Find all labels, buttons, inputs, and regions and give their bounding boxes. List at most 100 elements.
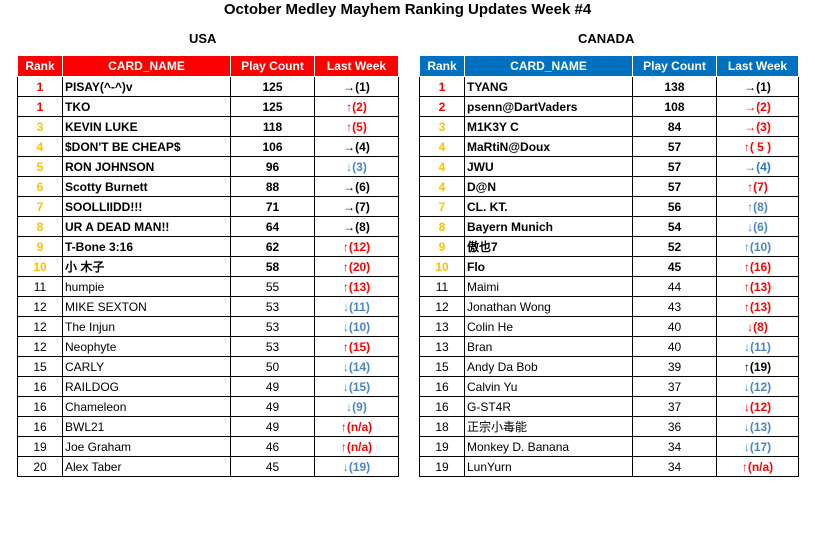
card-name-cell: BWL21 bbox=[62, 416, 231, 437]
rank-cell: 4 bbox=[17, 136, 63, 157]
play-count-cell: 57 bbox=[632, 176, 717, 197]
rank-cell: 2 bbox=[419, 96, 465, 117]
rank-cell: 10 bbox=[419, 256, 465, 277]
rank-cell: 18 bbox=[419, 416, 465, 437]
card-name-cell: $DON'T BE CHEAP$ bbox=[62, 136, 231, 157]
card-name-cell: MIKE SEXTON bbox=[62, 296, 231, 317]
play-count-cell: 40 bbox=[632, 316, 717, 337]
last-week-cell: ↑(15) bbox=[314, 336, 399, 357]
last-week-cell: ↑(n/a) bbox=[716, 456, 799, 477]
table-row: 9 T-Bone 3:16 62 ↑(12) bbox=[17, 236, 399, 257]
play-count-cell: 34 bbox=[632, 456, 717, 477]
play-count-cell: 138 bbox=[632, 76, 717, 97]
table-row: 10 小 木子 58 ↑(20) bbox=[17, 256, 399, 277]
card-name-cell: Joe Graham bbox=[62, 436, 231, 457]
table-header-row: Rank CARD_NAME Play Count Last Week bbox=[17, 55, 399, 77]
play-count-cell: 57 bbox=[632, 136, 717, 157]
play-count-cell: 53 bbox=[230, 296, 315, 317]
last-week-cell: →(6) bbox=[314, 176, 399, 197]
rank-cell: 6 bbox=[17, 176, 63, 197]
table-row: 2 psenn@DartVaders 108 →(2) bbox=[419, 96, 799, 117]
play-count-cell: 88 bbox=[230, 176, 315, 197]
card-name-cell: CARLY bbox=[62, 356, 231, 377]
table-row: 6 Scotty Burnett 88 →(6) bbox=[17, 176, 399, 197]
play-count-cell: 108 bbox=[632, 96, 717, 117]
last-week-cell: ↑(19) bbox=[716, 356, 799, 377]
play-count-cell: 45 bbox=[632, 256, 717, 277]
last-week-cell: ↑(n/a) bbox=[314, 416, 399, 437]
rank-cell: 16 bbox=[419, 396, 465, 417]
rank-cell: 13 bbox=[419, 336, 465, 357]
card-name-cell: 傲也7 bbox=[464, 236, 633, 257]
last-week-cell: ↑(n/a) bbox=[314, 436, 399, 457]
rank-cell: 10 bbox=[17, 256, 63, 277]
table-row: 12 Neophyte 53 ↑(15) bbox=[17, 336, 399, 357]
table-row: 4 $DON'T BE CHEAP$ 106 →(4) bbox=[17, 136, 399, 157]
play-count-cell: 46 bbox=[230, 436, 315, 457]
play-count-cell: 49 bbox=[230, 416, 315, 437]
card-name-cell: TKO bbox=[62, 96, 231, 117]
table-row: 16 G-ST4R 37 ↓(12) bbox=[419, 396, 799, 417]
play-count-cell: 64 bbox=[230, 216, 315, 237]
table-row: 16 BWL21 49 ↑(n/a) bbox=[17, 416, 399, 437]
rank-cell: 12 bbox=[17, 336, 63, 357]
rank-cell: 1 bbox=[419, 76, 465, 97]
card-name-cell: Calvin Yu bbox=[464, 376, 633, 397]
rank-cell: 3 bbox=[17, 116, 63, 137]
table-row: 1 PISAY(^-^)v 125 →(1) bbox=[17, 76, 399, 97]
rank-cell: 7 bbox=[17, 196, 63, 217]
header-card-name: CARD_NAME bbox=[464, 55, 633, 77]
rank-cell: 3 bbox=[419, 116, 465, 137]
table-row: 12 MIKE SEXTON 53 ↓(11) bbox=[17, 296, 399, 317]
card-name-cell: RON JOHNSON bbox=[62, 156, 231, 177]
play-count-cell: 55 bbox=[230, 276, 315, 297]
play-count-cell: 39 bbox=[632, 356, 717, 377]
table-row: 12 Jonathan Wong 43 ↑(13) bbox=[419, 296, 799, 317]
table-row: 4 MaRtiN@Doux 57 ↑( 5 ) bbox=[419, 136, 799, 157]
card-name-cell: Colin He bbox=[464, 316, 633, 337]
last-week-cell: ↑(8) bbox=[716, 196, 799, 217]
usa-label: USA bbox=[189, 31, 217, 46]
rank-cell: 7 bbox=[419, 196, 465, 217]
last-week-cell: ↓(3) bbox=[314, 156, 399, 177]
last-week-cell: →(2) bbox=[716, 96, 799, 117]
card-name-cell: Chameleon bbox=[62, 396, 231, 417]
table-row: 3 KEVIN LUKE 118 ↑(5) bbox=[17, 116, 399, 137]
card-name-cell: RAILDOG bbox=[62, 376, 231, 397]
card-name-cell: MaRtiN@Doux bbox=[464, 136, 633, 157]
rank-cell: 12 bbox=[419, 296, 465, 317]
last-week-cell: →(4) bbox=[716, 156, 799, 177]
rank-cell: 4 bbox=[419, 176, 465, 197]
last-week-cell: ↑(13) bbox=[314, 276, 399, 297]
last-week-cell: ↓(11) bbox=[716, 336, 799, 357]
rank-cell: 19 bbox=[419, 436, 465, 457]
header-play-count: Play Count bbox=[632, 55, 717, 77]
last-week-cell: ↑(13) bbox=[716, 276, 799, 297]
card-name-cell: KEVIN LUKE bbox=[62, 116, 231, 137]
table-row: 15 Andy Da Bob 39 ↑(19) bbox=[419, 356, 799, 377]
rank-cell: 5 bbox=[17, 156, 63, 177]
rank-cell: 19 bbox=[17, 436, 63, 457]
table-row: 13 Bran 40 ↓(11) bbox=[419, 336, 799, 357]
table-row: 4 D@N 57 ↑(7) bbox=[419, 176, 799, 197]
rank-cell: 16 bbox=[419, 376, 465, 397]
play-count-cell: 36 bbox=[632, 416, 717, 437]
card-name-cell: Monkey D. Banana bbox=[464, 436, 633, 457]
last-week-cell: ↓(12) bbox=[716, 396, 799, 417]
rank-cell: 9 bbox=[419, 236, 465, 257]
table-row: 7 SOOLLIIDD!!! 71 →(7) bbox=[17, 196, 399, 217]
rank-cell: 11 bbox=[419, 276, 465, 297]
header-rank: Rank bbox=[419, 55, 465, 77]
table-header-row: Rank CARD_NAME Play Count Last Week bbox=[419, 55, 799, 77]
table-row: 16 Chameleon 49 ↓(9) bbox=[17, 396, 399, 417]
card-name-cell: LunYurn bbox=[464, 456, 633, 477]
rank-cell: 1 bbox=[17, 96, 63, 117]
last-week-cell: ↑(2) bbox=[314, 96, 399, 117]
card-name-cell: psenn@DartVaders bbox=[464, 96, 633, 117]
table-row: 20 Alex Taber 45 ↓(19) bbox=[17, 456, 399, 477]
play-count-cell: 106 bbox=[230, 136, 315, 157]
rank-cell: 16 bbox=[17, 416, 63, 437]
play-count-cell: 71 bbox=[230, 196, 315, 217]
last-week-cell: ↓(15) bbox=[314, 376, 399, 397]
card-name-cell: Maimi bbox=[464, 276, 633, 297]
